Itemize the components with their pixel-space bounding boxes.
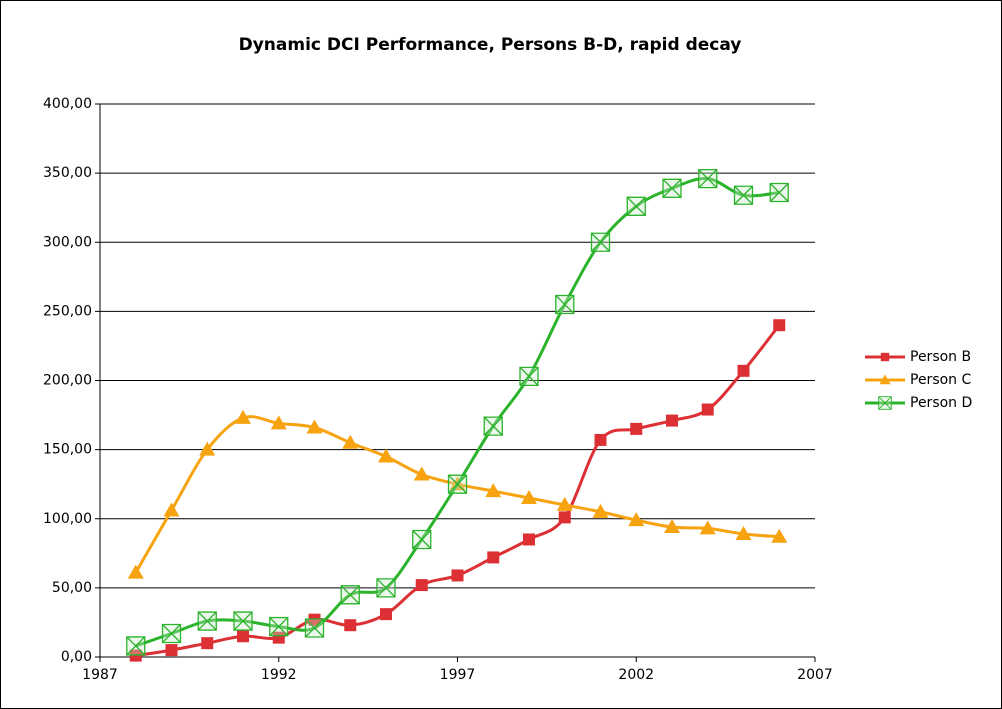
marker xyxy=(126,636,146,656)
marker xyxy=(483,416,503,436)
marker xyxy=(447,474,468,494)
legend-label: Person B xyxy=(910,349,971,365)
marker xyxy=(127,564,144,579)
marker xyxy=(523,533,535,546)
marker xyxy=(487,551,500,564)
chart-title: Dynamic DCI Performance, Persons B-D, ra… xyxy=(239,35,742,55)
marker xyxy=(701,403,714,416)
marker xyxy=(662,178,682,198)
marker xyxy=(733,185,754,205)
y-tick-label: 300,00 xyxy=(43,234,92,250)
marker xyxy=(340,585,360,605)
marker xyxy=(269,616,289,637)
marker xyxy=(630,422,643,435)
marker xyxy=(735,525,752,540)
y-tick-label: 400,00 xyxy=(43,96,92,112)
marker xyxy=(161,623,182,644)
marker xyxy=(519,366,539,387)
legend-marker xyxy=(880,352,890,362)
marker xyxy=(199,441,216,456)
marker xyxy=(590,232,611,252)
marker xyxy=(380,608,392,621)
x-tick-label: 2002 xyxy=(618,667,654,683)
marker xyxy=(197,611,217,631)
marker xyxy=(771,528,788,543)
marker xyxy=(769,182,789,203)
legend-marker xyxy=(878,396,892,410)
marker xyxy=(415,579,428,592)
marker xyxy=(235,409,251,424)
marker xyxy=(594,433,607,446)
marker xyxy=(699,520,716,535)
marker xyxy=(485,483,502,498)
marker xyxy=(413,466,430,481)
marker xyxy=(272,631,285,644)
marker xyxy=(237,630,249,643)
x-tick-label: 1997 xyxy=(440,667,476,683)
y-tick-label: 50,00 xyxy=(52,580,92,596)
marker xyxy=(165,644,178,657)
marker xyxy=(233,611,253,631)
x-tick-label: 2007 xyxy=(797,667,833,683)
x-tick-label: 1987 xyxy=(82,667,118,683)
marker xyxy=(556,496,573,511)
marker xyxy=(270,415,287,430)
marker xyxy=(306,419,323,434)
legend-label: Person C xyxy=(910,372,971,388)
marker xyxy=(129,649,142,662)
marker xyxy=(344,619,357,632)
marker xyxy=(163,502,180,517)
marker xyxy=(666,414,678,427)
marker xyxy=(737,364,750,377)
y-tick-label: 150,00 xyxy=(43,442,92,458)
marker xyxy=(558,511,571,524)
marker xyxy=(304,618,325,638)
marker xyxy=(342,434,359,449)
y-tick-label: 100,00 xyxy=(43,511,92,527)
marker xyxy=(412,529,432,550)
legend-label: Person D xyxy=(910,395,972,411)
y-tick-label: 250,00 xyxy=(43,303,92,319)
marker xyxy=(201,637,214,650)
marker xyxy=(555,294,575,315)
marker xyxy=(308,613,321,626)
marker xyxy=(773,319,786,332)
marker xyxy=(521,490,537,505)
marker xyxy=(626,196,646,216)
marker xyxy=(664,519,680,534)
y-tick-label: 350,00 xyxy=(43,165,92,181)
marker xyxy=(376,578,396,598)
marker xyxy=(451,569,464,582)
marker xyxy=(592,503,609,518)
y-tick-label: 200,00 xyxy=(43,373,92,389)
y-tick-label: 0,00 xyxy=(61,649,92,665)
legend-marker xyxy=(879,374,891,385)
marker xyxy=(698,169,718,189)
marker xyxy=(378,448,394,463)
x-tick-label: 1992 xyxy=(261,667,297,683)
marker xyxy=(628,512,645,527)
